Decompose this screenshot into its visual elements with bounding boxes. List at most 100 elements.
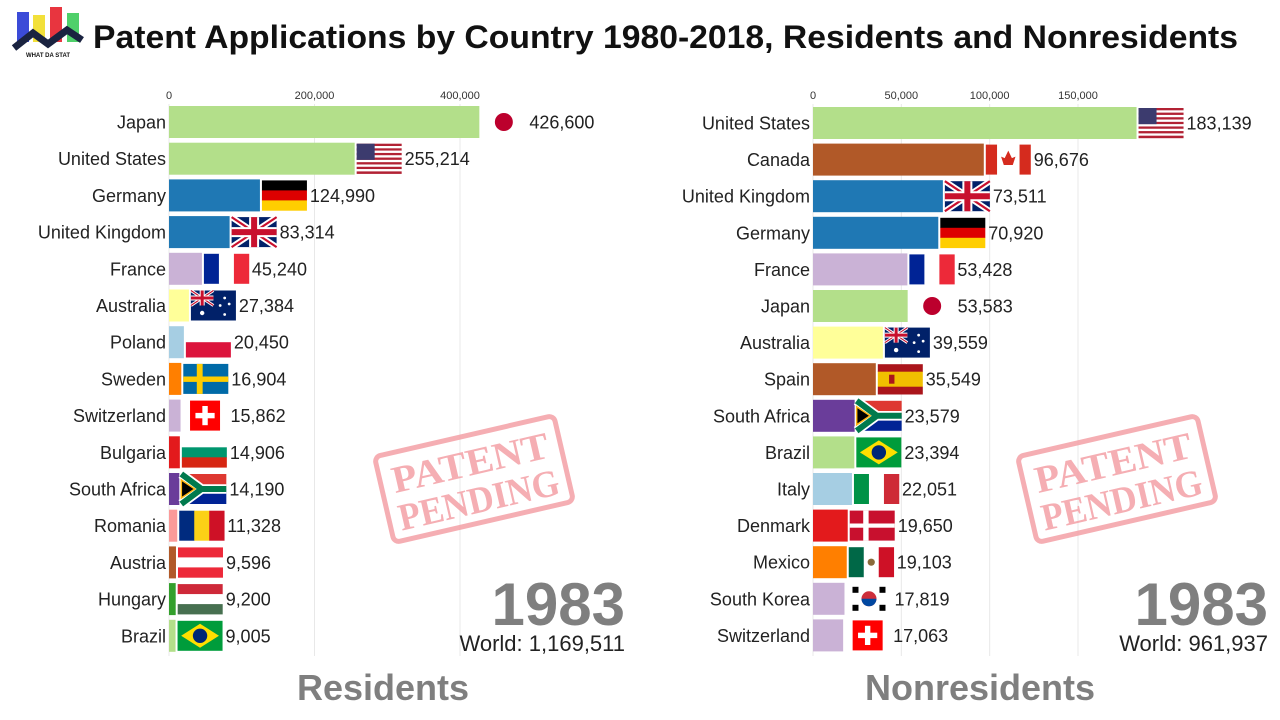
category-label: United Kingdom (38, 223, 166, 243)
value-label: 16,904 (231, 369, 286, 389)
x-tick-label: 150,000 (1058, 90, 1098, 102)
bar-row: Switzerland 15,862 (73, 399, 286, 432)
bar (813, 107, 1137, 139)
bar-row: France 53,428 (754, 253, 1012, 286)
flag-za-icon (853, 396, 902, 435)
bar (813, 216, 939, 249)
bar (169, 436, 180, 469)
bar (169, 289, 189, 322)
value-label: 9,596 (226, 553, 271, 573)
value-label: 426,600 (529, 113, 594, 133)
category-label: Hungary (98, 590, 166, 610)
flag-ca-icon (985, 144, 1031, 175)
world-total: World: 1,169,511 (459, 631, 625, 656)
flag-br-icon (177, 620, 223, 651)
flag-pl-icon (185, 327, 231, 358)
bar-row: Switzerland 17,063 (717, 619, 948, 652)
panel-title: Residents (297, 667, 469, 708)
x-tick-label: 0 (810, 90, 816, 102)
category-label: United States (58, 149, 166, 169)
chart-panel-residents: 0 200,000 400,000 Japan 426,600 United States… (38, 90, 625, 708)
value-label: 39,559 (933, 333, 988, 353)
value-label: 19,103 (897, 553, 952, 573)
bar-row: Bulgaria 14,906 (100, 436, 285, 469)
bar-row: Australia 27,384 (96, 289, 294, 322)
category-label: Poland (110, 333, 166, 353)
x-tick-label: 50,000 (885, 90, 919, 102)
bar-row: United Kingdom 73,511 (682, 178, 1047, 214)
x-tick-label: 0 (166, 90, 172, 102)
flag-fr-icon (909, 254, 955, 285)
world-total: World: 961,937 (1119, 631, 1268, 656)
flag-se-icon (183, 363, 229, 394)
bar-row: France 45,240 (110, 252, 307, 285)
bar-row: Italy 22,051 (777, 473, 957, 505)
bar (813, 290, 908, 322)
category-label: Mexico (753, 553, 810, 573)
value-label: 35,549 (926, 370, 981, 390)
bar-row: Germany 70,920 (736, 216, 1043, 249)
flag-gb-icon (229, 214, 279, 250)
bar (169, 399, 181, 432)
bar (169, 509, 178, 542)
value-label: 23,579 (905, 406, 960, 426)
flag-jp-icon (481, 107, 527, 137)
value-label: 17,063 (893, 626, 948, 646)
bar-row: Australia 39,559 (740, 326, 988, 359)
bar-row: South Africa 23,579 (713, 396, 960, 435)
category-label: Switzerland (73, 406, 166, 426)
bar-row: South Korea 17,819 (710, 582, 950, 615)
bar-row: Sweden 16,904 (101, 362, 286, 395)
chart-title: Patent Applications by Country 1980-2018… (93, 19, 1238, 55)
bar-row: South Africa 14,190 (69, 470, 284, 508)
x-tick-label: 400,000 (440, 90, 480, 102)
bar (169, 252, 202, 285)
bar (169, 142, 355, 175)
bar (813, 509, 848, 542)
category-label: United States (702, 114, 810, 134)
flag-fr-icon (203, 253, 250, 284)
flag-us-icon (356, 143, 402, 174)
x-tick-label: 100,000 (970, 90, 1010, 102)
bar (813, 143, 984, 176)
flag-au-icon (884, 326, 930, 358)
value-label: 9,005 (226, 626, 271, 646)
category-label: Sweden (101, 369, 166, 389)
category-label: France (110, 259, 166, 279)
bar (813, 473, 852, 505)
bar-row: United States 255,214 (58, 142, 470, 175)
bar (169, 326, 184, 359)
flag-ch-icon (852, 620, 883, 651)
bar (813, 546, 847, 579)
bar-row: Denmark 19,650 (737, 509, 953, 542)
flag-dk-icon (849, 510, 895, 541)
category-label: Australia (740, 333, 811, 353)
bar (169, 179, 260, 212)
bar (169, 619, 176, 652)
bar (169, 473, 180, 505)
bar-row: Mexico 19,103 (753, 546, 952, 579)
value-label: 22,051 (902, 480, 957, 500)
flag-ro-icon (179, 510, 225, 541)
value-label: 255,214 (405, 149, 470, 169)
category-label: Canada (747, 150, 811, 170)
flag-de-icon (940, 217, 986, 249)
category-label: Austria (110, 553, 167, 573)
flag-za-icon (178, 470, 227, 508)
flag-gb-icon (943, 178, 992, 214)
category-label: Germany (736, 223, 810, 243)
category-label: Australia (96, 296, 167, 316)
bar (813, 253, 908, 286)
category-label: France (754, 260, 810, 280)
year-label: 1983 (492, 571, 625, 638)
bar-row: Romania 11,328 (94, 509, 281, 542)
bar-row: Austria 9,596 (110, 546, 271, 579)
flag-jp-icon (909, 291, 955, 321)
bar (813, 436, 855, 469)
bar-row: Canada 96,676 (747, 143, 1089, 176)
bar-row: Germany 124,990 (92, 179, 375, 212)
value-label: 9,200 (226, 590, 271, 610)
category-label: Japan (761, 297, 810, 317)
value-label: 23,394 (904, 443, 959, 463)
